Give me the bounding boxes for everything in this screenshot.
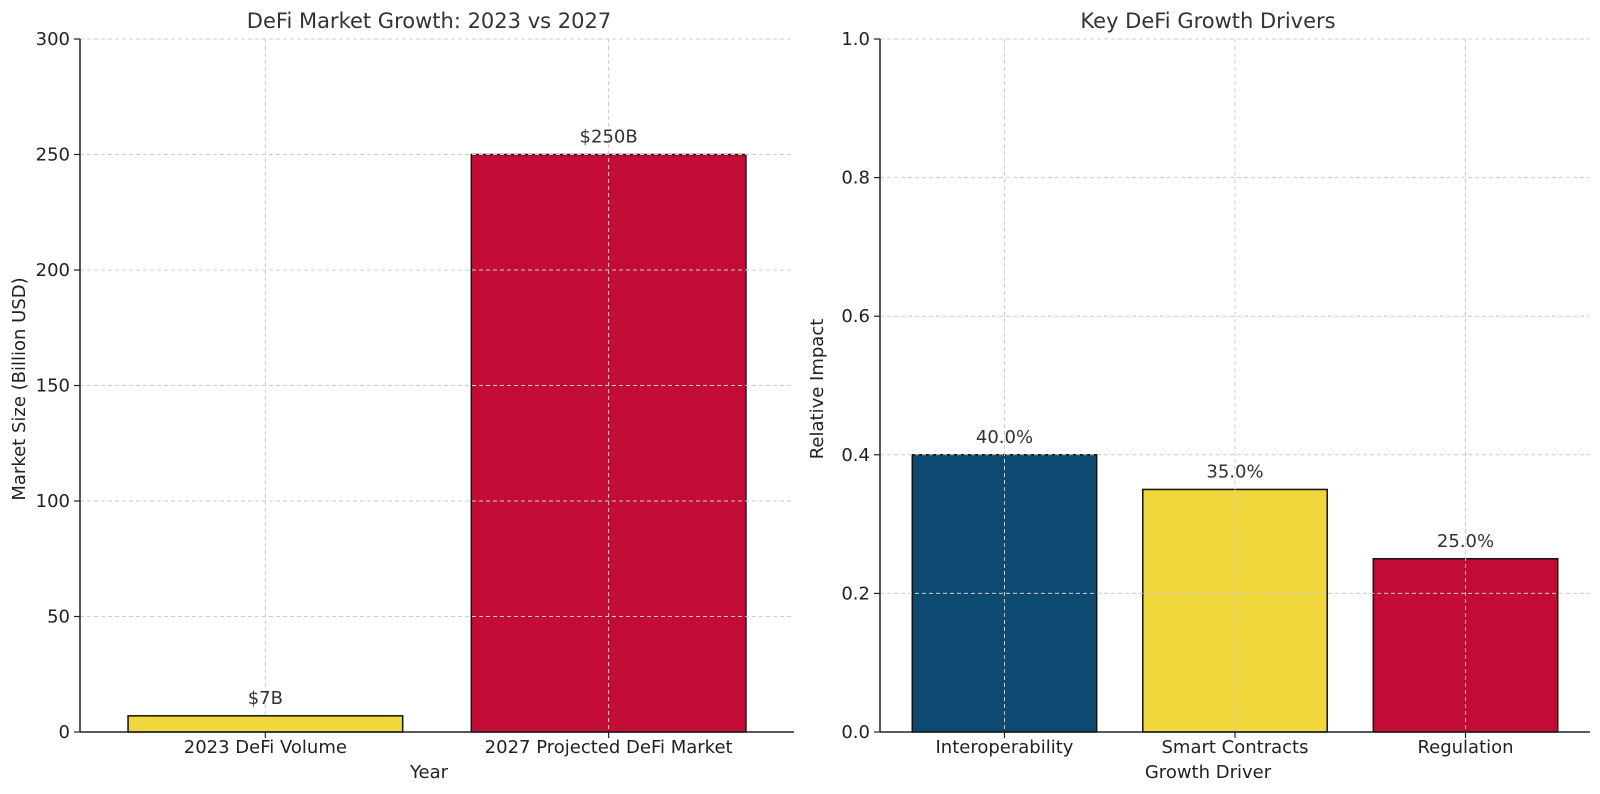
data-label: $7B xyxy=(248,688,283,709)
y-tick-label: 0.2 xyxy=(841,583,870,604)
y-tick-label: 0.8 xyxy=(841,168,870,189)
data-label: 35.0% xyxy=(1206,461,1263,482)
bars xyxy=(127,153,747,733)
x-axis-label: Growth Driver xyxy=(1145,762,1272,783)
chart-title: DeFi Market Growth: 2023 vs 2027 xyxy=(247,9,611,33)
y-tick-label: 1.0 xyxy=(841,29,870,50)
data-label: 25.0% xyxy=(1437,531,1494,552)
data-label: 40.0% xyxy=(976,427,1033,448)
x-tick-label: Smart Contracts xyxy=(1162,737,1309,758)
y-tick-label: 250 xyxy=(36,145,70,166)
y-tick-label: 200 xyxy=(36,260,70,281)
y-ticks: 0 50 100 150 200 250 300 xyxy=(36,29,80,743)
y-tick-label: 150 xyxy=(36,376,70,397)
y-tick-label: 100 xyxy=(36,491,70,512)
y-axis-label: Market Size (Billion USD) xyxy=(9,277,30,500)
data-label: $250B xyxy=(580,127,638,148)
x-axis-label: Year xyxy=(409,762,449,783)
chart-title: Key DeFi Growth Drivers xyxy=(1080,9,1335,33)
y-tick-label: 0.6 xyxy=(841,306,870,327)
x-tick-label: 2023 DeFi Volume xyxy=(184,737,347,758)
market-growth-chart: DeFi Market Growth: 2023 vs 2027 Year Ma… xyxy=(9,9,794,783)
x-ticks: 2023 DeFi Volume 2027 Projected DeFi Mark… xyxy=(184,732,733,758)
y-tick-label: 0.4 xyxy=(841,445,870,466)
bar xyxy=(470,153,747,733)
data-labels: 40.0% 35.0% 25.0% xyxy=(976,427,1494,552)
y-tick-label: 0.0 xyxy=(841,722,870,743)
y-axis-label: Relative Impact xyxy=(807,319,828,460)
y-ticks: 0.0 0.2 0.4 0.6 0.8 1.0 xyxy=(841,29,880,743)
y-tick-label: 50 xyxy=(47,607,70,628)
y-tick-label: 300 xyxy=(36,29,70,50)
growth-drivers-chart: Key DeFi Growth Drivers Growth Driver Re… xyxy=(807,9,1590,783)
x-tick-label: 2027 Projected DeFi Market xyxy=(485,737,733,758)
x-tick-label: Interoperability xyxy=(936,737,1074,758)
y-tick-label: 0 xyxy=(59,722,70,743)
x-ticks: Interoperability Smart Contracts Regulatio… xyxy=(936,732,1514,758)
data-labels: $7B $250B xyxy=(248,127,638,709)
x-tick-label: Regulation xyxy=(1417,737,1513,758)
